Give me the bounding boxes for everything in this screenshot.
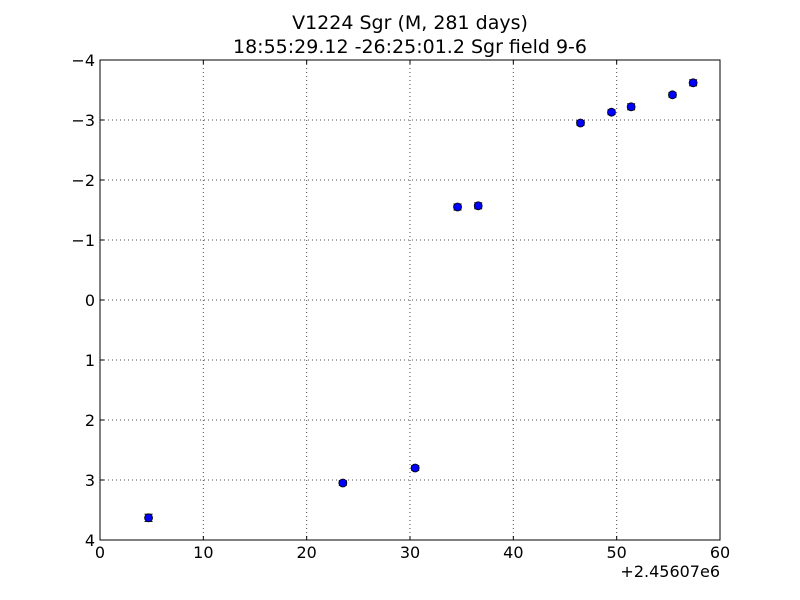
y-tick-label: 0 — [85, 291, 95, 310]
x-tick-label: 0 — [95, 543, 105, 562]
x-axis-offset-label: +2.45607e6 — [620, 562, 720, 581]
y-tick-label: −4 — [71, 51, 95, 70]
x-tick-label: 20 — [296, 543, 316, 562]
data-point — [473, 201, 483, 211]
data-point — [688, 78, 698, 88]
data-point — [144, 513, 153, 523]
data-point — [626, 102, 636, 112]
data-point — [338, 478, 348, 488]
x-tick-label: 30 — [400, 543, 420, 562]
y-tick-label: −1 — [71, 231, 95, 250]
data-point — [576, 118, 585, 128]
data-point — [410, 463, 420, 473]
x-tick-label: 40 — [503, 543, 523, 562]
x-tick-label: 50 — [606, 543, 626, 562]
chart-title: V1224 Sgr (M, 281 days) — [292, 12, 528, 34]
data-point — [668, 90, 677, 100]
data-point — [453, 202, 462, 212]
y-tick-label: −2 — [71, 171, 95, 190]
chart-subtitle: 18:55:29.12 -26:25:01.2 Sgr field 9-6 — [233, 36, 587, 58]
data-points — [144, 78, 698, 523]
y-tick-label: −3 — [71, 111, 95, 130]
y-tick-label: 3 — [85, 471, 95, 490]
y-tick-label: 2 — [85, 411, 95, 430]
grid — [100, 60, 720, 540]
y-tick-label: 4 — [85, 531, 95, 550]
x-tick-label: 60 — [710, 543, 730, 562]
x-tick-label: 10 — [193, 543, 213, 562]
y-tick-label: 1 — [85, 351, 95, 370]
axis-ticks: 0 10 20 30 40 50 60 −4 −3 −2 −1 0 1 2 3 4 — [71, 51, 730, 562]
data-point — [607, 107, 616, 117]
